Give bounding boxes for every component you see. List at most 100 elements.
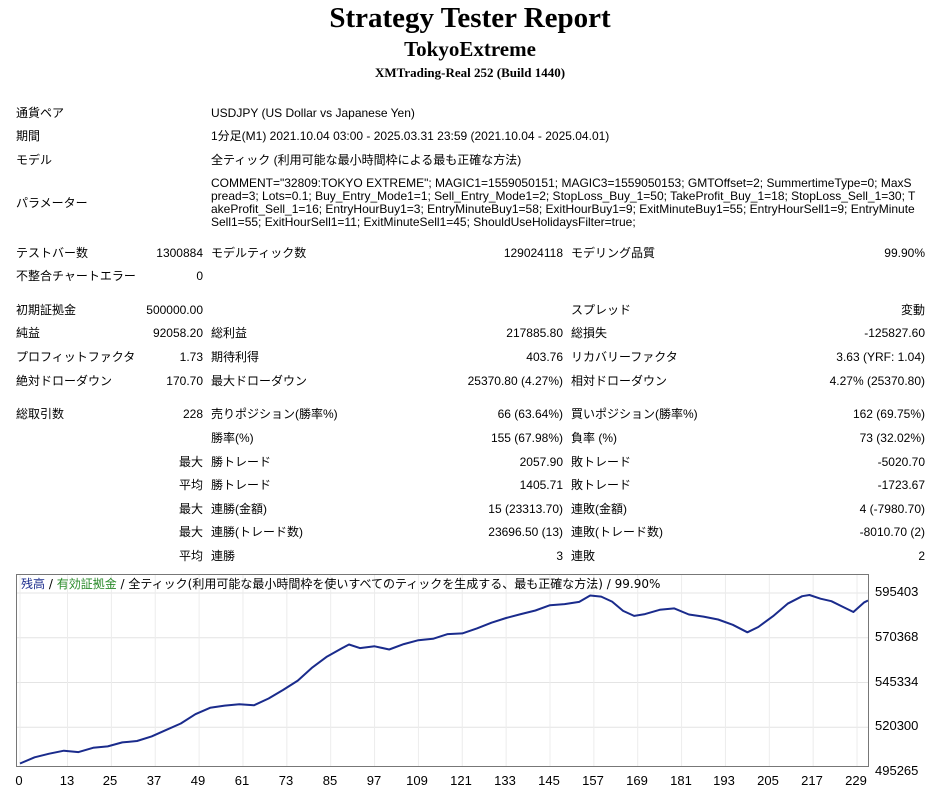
- parameters-value: COMMENT="32809:TOKYO EXTREME"; MAGIC1=15…: [211, 176, 916, 229]
- x-tick-label: 85: [322, 773, 338, 788]
- y-tick-label: 570368: [875, 629, 919, 644]
- x-tick-label: 145: [538, 773, 560, 788]
- x-tick-label: 181: [670, 773, 692, 788]
- gross-profit-label: 総利益: [211, 326, 248, 340]
- legend-quality: 99.90%: [614, 577, 661, 591]
- loss-rate-value: 73 (32.02%): [859, 431, 925, 445]
- max-consec-trades-prefix: 最大: [178, 525, 203, 539]
- legend-balance: 残高: [21, 577, 46, 591]
- largest-win-value: 2057.90: [519, 455, 563, 469]
- y-tick-label: 595403: [875, 584, 919, 599]
- consec-losses-amount-value: 4 (-7980.70): [859, 502, 925, 516]
- legend-equity: 有効証拠金: [56, 577, 117, 591]
- consec-wins-trades-value: 23696.50 (13): [488, 525, 563, 539]
- average-win-value: 1405.71: [519, 478, 563, 492]
- x-tick-label: 61: [234, 773, 250, 788]
- max-consec-prefix: 最大: [178, 502, 203, 516]
- loss-rate-label: 負率 (%): [571, 431, 617, 445]
- quality-value: 99.90%: [884, 246, 925, 260]
- consec-losses-amount-label: 連敗(金額): [571, 502, 627, 516]
- largest-loss-value: -5020.70: [877, 455, 925, 469]
- long-positions-value: 162 (69.75%): [852, 407, 925, 421]
- spread-label: スプレッド: [571, 303, 632, 317]
- model-value: 全ティック (利用可能な最小時間枠による最も正確な方法): [211, 153, 522, 167]
- y-tick-label: 520300: [875, 718, 919, 733]
- average-loss-label: 敗トレード: [571, 478, 632, 492]
- legend-separator: /: [45, 577, 57, 591]
- mismatch-label: 不整合チャートエラー: [16, 269, 136, 283]
- x-tick-label: 49: [190, 773, 206, 788]
- symbol-label: 通貨ペア: [16, 106, 65, 120]
- period-value: 1分足(M1) 2021.10.04 03:00 - 2025.03.31 23…: [211, 129, 610, 143]
- bars-value: 1300884: [156, 246, 203, 260]
- relative-drawdown-label: 相対ドローダウン: [571, 374, 668, 388]
- bars-label: テストバー数: [16, 246, 89, 260]
- x-tick-label: 121: [450, 773, 472, 788]
- avg-consec-losses-label: 連敗: [571, 549, 596, 563]
- symbol-value: USDJPY (US Dollar vs Japanese Yen): [211, 106, 415, 120]
- ticks-label: モデルティック数: [211, 246, 307, 260]
- net-profit-value: 92058.20: [152, 326, 203, 340]
- consec-losses-trades-label: 連敗(トレード数): [571, 525, 663, 539]
- total-trades-value: 228: [182, 407, 203, 421]
- x-tick-label: 169: [626, 773, 648, 788]
- legend-separator: /: [602, 577, 615, 591]
- average-prefix: 平均: [178, 478, 203, 492]
- balance-line: [19, 594, 868, 765]
- x-tick-label: 25: [102, 773, 118, 788]
- gross-profit-value: 217885.80: [506, 326, 563, 340]
- mismatch-value: 0: [196, 269, 203, 283]
- x-tick-label: 229: [845, 773, 867, 788]
- total-trades-label: 総取引数: [16, 407, 65, 421]
- consec-wins-amount-value: 15 (23313.70): [488, 502, 563, 516]
- quality-label: モデリング品質: [571, 246, 656, 260]
- ticks-value: 129024118: [503, 246, 563, 260]
- win-rate-label: 勝率(%): [211, 431, 254, 445]
- period-label: 期間: [16, 129, 41, 143]
- y-tick-label: 495265: [875, 763, 919, 778]
- x-tick-label: 205: [757, 773, 779, 788]
- win-rate-value: 155 (67.98%): [490, 431, 563, 445]
- average-win-label: 勝トレード: [211, 478, 272, 492]
- parameters-label: パラメーター: [16, 196, 88, 210]
- largest-prefix: 最大: [178, 455, 203, 469]
- server-build: XMTrading-Real 252 (Build 1440): [374, 65, 566, 80]
- x-tick-label: 157: [582, 773, 604, 788]
- profit-factor-label: プロフィットファクタ: [16, 350, 136, 364]
- avg-consec-prefix: 平均: [178, 549, 203, 563]
- avg-consec-wins-value: 3: [556, 549, 563, 563]
- long-positions-label: 買いポジション(勝率%): [571, 407, 698, 421]
- relative-drawdown-value: 4.27% (25370.80): [829, 374, 925, 388]
- maximal-drawdown-label: 最大ドローダウン: [211, 374, 308, 388]
- avg-consec-wins-label: 連勝: [211, 549, 236, 563]
- report-title: Strategy Tester Report: [329, 2, 611, 34]
- balance-chart: [16, 574, 869, 767]
- strategy-name: TokyoExtreme: [404, 37, 536, 61]
- absolute-drawdown-value: 170.70: [166, 374, 203, 388]
- largest-loss-label: 敗トレード: [571, 455, 632, 469]
- x-tick-label: 13: [59, 773, 75, 788]
- balance-chart-plot: [17, 575, 868, 766]
- deposit-label: 初期証拠金: [16, 303, 77, 317]
- chart-legend: 残高 / 有効証拠金 / 全ティック(利用可能な最小時間枠を使いすべてのティック…: [21, 577, 660, 592]
- legend-model: 全ティック(利用可能な最小時間枠を使いすべてのティックを生成する、最も正確な方法…: [128, 577, 603, 591]
- x-tick-label: 37: [146, 773, 162, 788]
- consec-wins-trades-label: 連勝(トレード数): [211, 525, 303, 539]
- net-profit-label: 純益: [16, 326, 41, 340]
- expected-payoff-value: 403.76: [526, 350, 563, 364]
- short-positions-label: 売りポジション(勝率%): [211, 407, 338, 421]
- x-tick-label: 109: [406, 773, 428, 788]
- average-loss-value: -1723.67: [877, 478, 925, 492]
- x-tick-label: 217: [801, 773, 823, 788]
- recovery-factor-value: 3.63 (YRF: 1.04): [836, 350, 925, 364]
- avg-consec-losses-value: 2: [918, 549, 925, 563]
- gross-loss-label: 総損失: [571, 326, 608, 340]
- x-tick-label: 133: [494, 773, 516, 788]
- expected-payoff-label: 期待利得: [211, 350, 260, 364]
- x-tick-label: 0: [15, 773, 23, 788]
- x-tick-label: 73: [278, 773, 294, 788]
- y-tick-label: 545334: [875, 674, 919, 689]
- absolute-drawdown-label: 絶対ドローダウン: [16, 374, 113, 388]
- model-label: モデル: [16, 153, 53, 167]
- legend-separator: /: [116, 577, 129, 591]
